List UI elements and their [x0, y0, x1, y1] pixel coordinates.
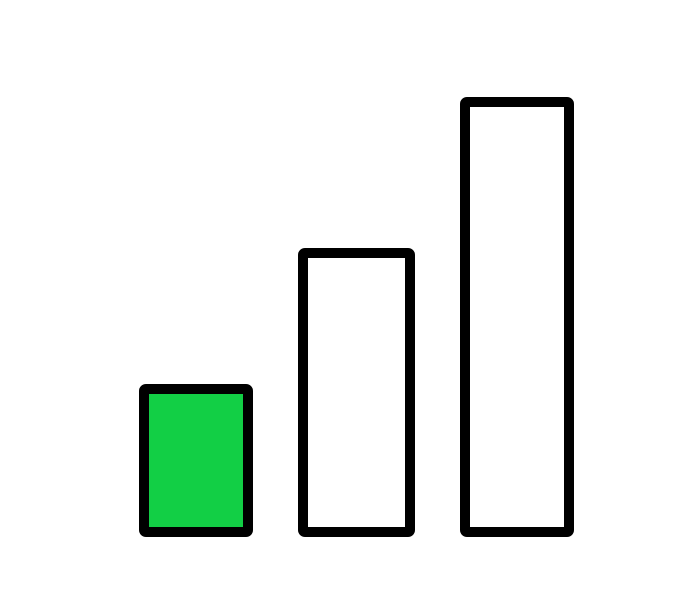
signal-bar-1-active	[139, 384, 253, 537]
signal-bar-2-inactive	[298, 248, 415, 537]
signal-bar-3-inactive	[460, 97, 574, 537]
